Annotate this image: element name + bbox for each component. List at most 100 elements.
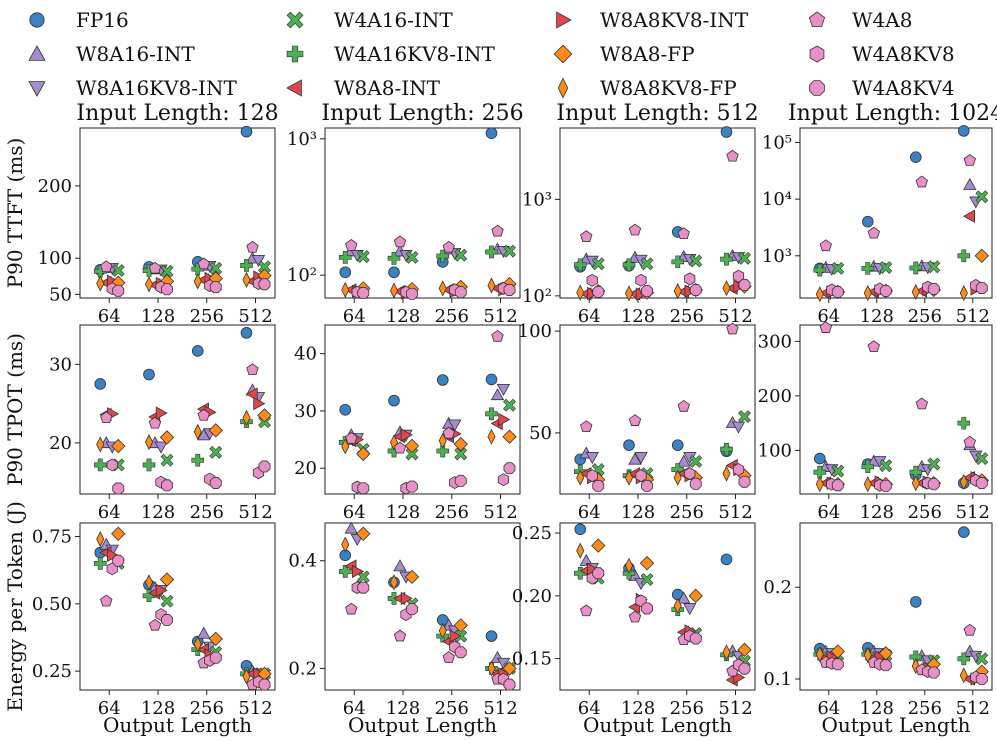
data-point-w4a8 xyxy=(726,322,739,335)
data-point-w4a8kv8 xyxy=(586,469,598,483)
x-tick-label: 64 xyxy=(817,306,840,327)
data-point-w8a8kv8-fp xyxy=(576,542,585,559)
data-point-w8a8kv8-fp xyxy=(815,476,824,493)
data-point-fp16 xyxy=(339,403,352,416)
data-point-fp16 xyxy=(957,125,970,137)
column-title: Input Length: 1024 xyxy=(788,101,997,126)
data-point-w4a8 xyxy=(819,239,832,252)
data-point-w8a8-int xyxy=(245,387,258,401)
data-point-w4a16-int xyxy=(689,254,703,268)
data-point-w4a16kv8-int xyxy=(909,261,923,275)
data-point-w4a8kv4 xyxy=(689,632,702,645)
data-point-w4a8kv4 xyxy=(112,284,125,297)
data-point-fp16 xyxy=(574,523,587,536)
data-point-w4a8 xyxy=(345,431,358,444)
x-tick-label: 256 xyxy=(190,698,224,719)
data-point-w8a8kv8-fp xyxy=(389,574,399,591)
data-point-w4a8 xyxy=(197,257,210,270)
data-point-fp16 xyxy=(671,439,684,451)
data-point-w4a8kv8 xyxy=(635,273,647,287)
legend-label: W8A16KV8-INT xyxy=(76,76,237,100)
data-point-w4a8 xyxy=(246,240,259,253)
data-point-w8a16-int xyxy=(963,177,977,190)
x-tick-label: 256 xyxy=(190,502,224,523)
data-point-w4a16-int xyxy=(879,459,893,473)
data-point-w4a16kv8-int xyxy=(813,465,827,479)
y-axis-label: Energy per Token (J) xyxy=(3,501,27,712)
legend-item-fp16: FP16 xyxy=(22,3,129,37)
data-point-w8a8kv8-fp xyxy=(911,283,920,301)
x-tick-label: 512 xyxy=(718,502,752,523)
y-tick-label: 0.1 xyxy=(763,669,792,690)
x-tick-label: 256 xyxy=(670,306,704,327)
data-point-w4a16kv8-int xyxy=(93,557,107,570)
y-tick-label: 0.25 xyxy=(32,661,72,682)
data-point-fp16 xyxy=(861,215,874,228)
y-tick-label: 0.15 xyxy=(512,649,552,670)
data-point-w4a16kv8-int xyxy=(142,458,156,472)
legend: FP16 W8A16-INT W8A16KV8-INT W4A16-INT W4A16K… xyxy=(0,0,997,104)
data-point-w8a8kv8-fp xyxy=(815,286,824,303)
y-tick-label: 300 xyxy=(758,331,792,352)
x-tick-label: 512 xyxy=(718,698,752,719)
legend-item-w4a16kv8-int: W4A16KV8-INT xyxy=(280,37,495,71)
data-point-w8a16kv8-int xyxy=(496,383,511,396)
y-tick-label: 10² xyxy=(287,265,317,286)
data-point-fp16 xyxy=(813,452,826,465)
data-point-w8a8kv8-fp xyxy=(487,428,496,445)
data-point-w4a8kv4 xyxy=(831,479,844,492)
data-point-w4a16-int xyxy=(160,453,174,467)
data-point-w4a8 xyxy=(867,340,880,353)
data-point-w4a8kv4 xyxy=(738,278,751,291)
column-title: Input Length: 256 xyxy=(321,101,523,126)
panel-r0-c2: 10² 10³ 64 128 256 512 Input Length: 512 xyxy=(522,101,759,327)
data-point-w4a16-int xyxy=(356,250,370,263)
legend-label: W4A8KV4 xyxy=(852,76,955,100)
data-point-w8a8kv8-fp xyxy=(96,436,105,453)
data-point-w4a8kv8 xyxy=(635,469,647,483)
y-tick-label: 10⁵ xyxy=(762,132,792,153)
data-point-w8a8kv8-fp xyxy=(389,282,399,299)
data-point-fp16 xyxy=(485,373,498,386)
data-point-w8a8kv8-fp xyxy=(438,280,447,297)
data-point-w4a8kv4 xyxy=(258,460,271,473)
data-point-w4a16kv8-int xyxy=(191,453,205,467)
data-point-w4a16kv8-int xyxy=(909,465,923,479)
y-tick-label: 0.2 xyxy=(763,577,792,598)
x-tick-label: 128 xyxy=(621,502,655,523)
data-point-w4a16-int xyxy=(209,261,223,275)
data-point-fp16 xyxy=(485,127,498,139)
data-point-w4a8kv4 xyxy=(879,284,892,297)
data-point-w4a16-int xyxy=(640,257,654,271)
x-tick-label: 64 xyxy=(98,698,121,719)
data-point-w4a16-int xyxy=(356,570,370,584)
data-point-w4a8kv4 xyxy=(831,286,844,298)
data-point-w8a16kv8-int xyxy=(731,421,746,434)
legend-item-w8a8kv8-int: W8A8KV8-INT xyxy=(548,3,748,37)
x-tick-label: 128 xyxy=(621,306,655,327)
data-point-w8a8kv8-fp xyxy=(96,531,105,548)
data-point-w4a8kv4 xyxy=(406,287,418,300)
data-point-w8a8kv8-int xyxy=(400,591,413,606)
data-point-w4a8kv4 xyxy=(975,673,988,685)
data-point-w8a8kv8-fp xyxy=(438,622,447,639)
data-point-w4a8 xyxy=(393,235,407,248)
data-point-w4a8kv8 xyxy=(684,272,696,286)
data-point-w4a16-int xyxy=(879,261,893,274)
data-point-w8a16kv8-int xyxy=(448,419,462,432)
data-point-w8a8kv8-int xyxy=(498,412,511,427)
data-point-w4a8kv4 xyxy=(161,283,173,296)
y-tick-label: 100 xyxy=(758,440,792,461)
data-point-w8a8-fp xyxy=(356,446,371,462)
x-tick-label: 128 xyxy=(141,698,175,719)
data-point-w4a8 xyxy=(628,610,642,623)
y-tick-label: 50 xyxy=(529,423,552,444)
data-point-w8a8-fp xyxy=(159,572,175,587)
panel-r1-c1: 20 30 40 64 128 256 512 xyxy=(294,324,521,523)
data-point-w4a8kv4 xyxy=(738,662,751,675)
data-point-w4a8kv4 xyxy=(112,554,125,567)
x-tick-label: 512 xyxy=(483,306,517,327)
data-point-w4a16-int xyxy=(738,251,751,265)
panel-r0-c3: 10³ 10⁴ 10⁵ 64 128 256 512 Input Length: 1024 xyxy=(762,101,997,327)
